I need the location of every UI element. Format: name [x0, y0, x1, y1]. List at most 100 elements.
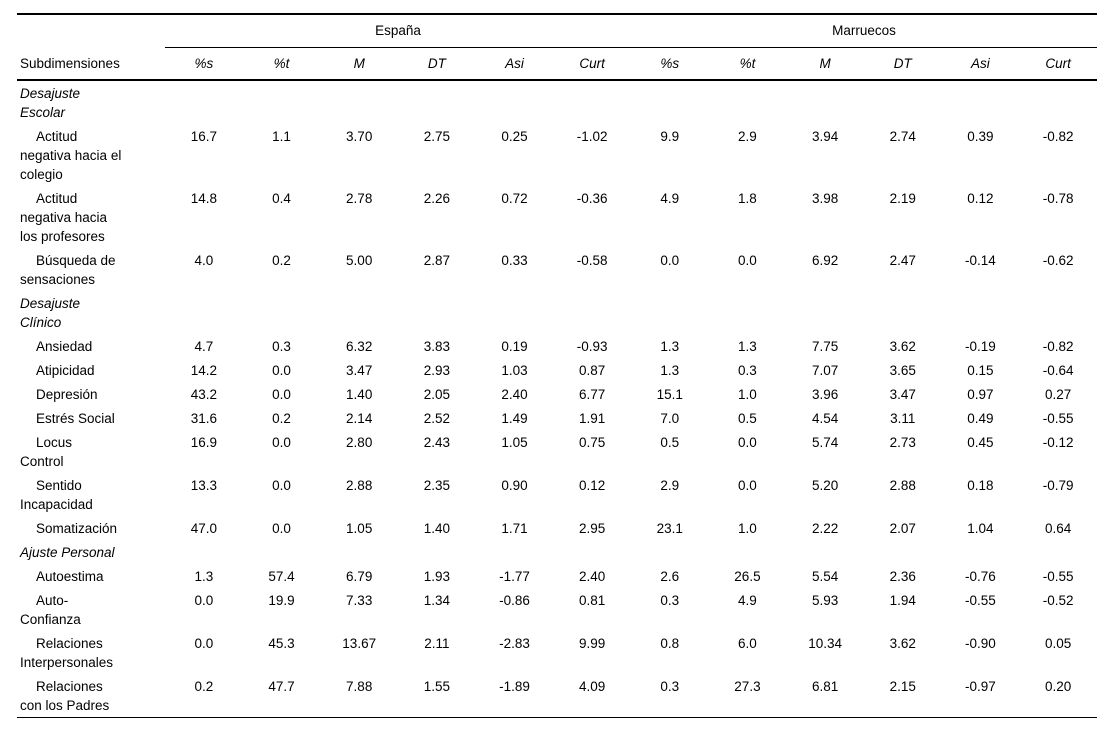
value-cell	[320, 540, 398, 564]
value-cell	[398, 291, 476, 334]
value-cell: 0.12	[967, 191, 994, 206]
value-cell: -0.12	[1042, 435, 1074, 450]
table-row: Locus Control 16.9 0.0 2.80 2.43 1.05 0.75 0.5 0.…	[17, 430, 1097, 473]
value-cell: 4.0	[194, 253, 214, 268]
stat-column-header-espana-1: %t	[242, 47, 321, 81]
value-cell: 1.0	[738, 521, 757, 536]
row-label: Depresión	[17, 382, 165, 406]
table-row: Estrés Social 31.6 0.2 2.14 2.52 1.49 1.91 7.0 0…	[17, 406, 1097, 430]
value-cell: 31.6	[190, 411, 218, 426]
value-cell: 2.95	[579, 521, 606, 536]
table-row: Autoestima 1.3 57.4 6.79 1.93 -1.77 2.40 2.6 26.…	[17, 564, 1097, 588]
value-cell: -0.19	[964, 339, 996, 354]
value-cell: 1.3	[194, 569, 214, 584]
table-row: Relaciones Interpersonales 0.0 45.3 13.67 2.1…	[17, 631, 1097, 674]
value-cell	[709, 540, 787, 564]
value-cell: -0.36	[576, 191, 608, 206]
value-cell: 0.33	[501, 253, 528, 268]
value-cell	[476, 540, 554, 564]
row-label: Locus Control	[17, 430, 165, 473]
row-label-line: Actitud	[36, 191, 78, 206]
value-cell	[243, 540, 321, 564]
value-cell: 0.05	[1044, 636, 1072, 651]
value-cell: 2.88	[889, 478, 916, 493]
row-label: Actitud negativa hacia los profesores	[17, 186, 165, 248]
value-cell: 2.14	[346, 411, 373, 426]
value-cell: 0.45	[967, 435, 994, 450]
row-label-line: Incapacidad	[20, 497, 93, 512]
table-row: Atipicidad 14.2 0.0 3.47 2.93 1.03 0.87 1.3 0.3 7…	[17, 358, 1097, 382]
value-cell	[942, 540, 1020, 564]
value-cell: 16.7	[190, 129, 218, 144]
value-cell: 0.2	[272, 411, 291, 426]
row-label-line: Actitud	[36, 129, 78, 144]
value-cell: 47.0	[190, 521, 218, 536]
value-cell: 47.7	[268, 679, 295, 694]
stat-column-header-marruecos-0: %s	[630, 47, 709, 81]
value-cell: 0.5	[660, 435, 680, 450]
row-label: Ajuste Personal	[17, 540, 165, 564]
value-cell: 7.33	[346, 593, 373, 608]
value-cell	[786, 540, 864, 564]
value-cell: -2.83	[499, 636, 530, 651]
value-cell	[476, 80, 554, 124]
value-cell: 4.09	[579, 679, 606, 694]
section-row: Desajuste Clínico	[17, 291, 1097, 334]
row-label-line: colegio	[20, 167, 63, 182]
value-cell: 2.19	[889, 191, 916, 206]
row-label-line: Locus	[36, 435, 73, 450]
value-cell: 5.74	[811, 435, 839, 450]
stat-header-row: Subdimensiones %s %t M DT Asi Curt %s %t M DT Asi C…	[17, 47, 1097, 81]
stat-column-header-espana-4: Asi	[475, 47, 554, 81]
value-cell: 19.9	[268, 593, 295, 608]
value-cell: 1.0	[738, 387, 757, 402]
value-cell: 9.9	[660, 129, 680, 144]
value-cell: 0.0	[272, 521, 291, 536]
value-cell: -0.93	[576, 339, 608, 354]
row-label-line: Escolar	[20, 105, 66, 120]
value-cell: 26.5	[734, 569, 761, 584]
value-cell	[398, 80, 476, 124]
value-cell: 0.75	[579, 435, 606, 450]
value-cell: 7.88	[346, 679, 373, 694]
column-group-marruecos: Marruecos	[630, 14, 1097, 48]
value-cell: 0.0	[272, 435, 291, 450]
value-cell: 6.77	[579, 387, 606, 402]
value-cell: 6.79	[346, 569, 373, 584]
column-header-subdimensiones: Subdimensiones	[17, 47, 166, 81]
row-label-line: Desajuste	[20, 296, 81, 311]
value-cell	[320, 80, 398, 124]
value-cell	[243, 80, 321, 124]
stat-column-header-espana-0: %s	[165, 47, 243, 81]
value-cell: 2.52	[423, 411, 450, 426]
value-cell: 1.34	[423, 593, 450, 608]
row-label-line: Depresión	[36, 387, 98, 402]
value-cell	[553, 291, 631, 334]
value-cell: 1.91	[579, 411, 606, 426]
value-cell: 2.78	[346, 191, 373, 206]
value-cell: 10.34	[808, 636, 842, 651]
value-cell: -0.79	[1042, 478, 1074, 493]
value-cell	[243, 291, 321, 334]
value-cell: 2.40	[501, 387, 528, 402]
row-label: Ansiedad	[17, 334, 165, 358]
row-label: Sentido Incapacidad	[17, 473, 165, 516]
value-cell: -0.55	[964, 593, 996, 608]
value-cell: -0.52	[1042, 593, 1074, 608]
value-cell: 0.0	[194, 593, 214, 608]
value-cell: 4.7	[194, 339, 214, 354]
value-cell: -1.02	[576, 129, 608, 144]
value-cell: 0.3	[738, 363, 757, 378]
value-cell: 2.9	[738, 129, 757, 144]
row-label-line: negativa hacia	[20, 210, 108, 225]
table-row: Ansiedad 4.7 0.3 6.32 3.83 0.19 -0.93 1.3 1.3 7.7…	[17, 334, 1097, 358]
value-cell	[942, 80, 1020, 124]
value-cell: 9.99	[579, 636, 606, 651]
row-label-line: Sentido	[36, 478, 82, 493]
value-cell: 2.11	[424, 636, 450, 651]
value-cell	[631, 291, 709, 334]
row-label: Actitud negativa hacia el colegio	[17, 124, 165, 186]
row-label: Relaciones Interpersonales	[17, 631, 165, 674]
value-cell: 0.0	[272, 363, 291, 378]
table-row: Relaciones con los Padres 0.2 47.7 7.88 1.55 -…	[17, 674, 1097, 718]
